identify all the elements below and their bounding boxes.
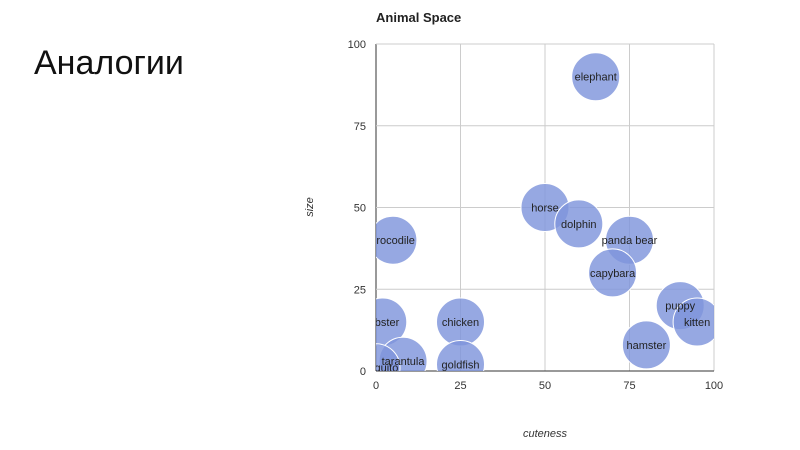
- x-tick-label: 100: [705, 380, 723, 392]
- y-tick-label: 25: [354, 284, 366, 296]
- data-point: [376, 215, 418, 265]
- data-point-label: chicken: [442, 317, 479, 329]
- data-point: [621, 320, 671, 370]
- y-axis-label: size: [304, 197, 316, 217]
- ticks: 0 25 50 75 100 0 25 50 75 100: [348, 39, 724, 392]
- data-point-label: mosquito: [354, 363, 399, 375]
- x-tick-label: 50: [539, 380, 551, 392]
- data-point-label: puppy: [665, 301, 695, 313]
- x-tick-label: 75: [623, 380, 635, 392]
- data-point: [376, 343, 401, 371]
- data-point-label: kitten: [684, 317, 710, 329]
- data-point-label: crocodile: [371, 235, 415, 247]
- data-point-label: horse: [531, 203, 559, 215]
- y-tick-label: 0: [360, 366, 366, 378]
- x-tick-label: 25: [454, 380, 466, 392]
- chart-title: Animal Space: [376, 10, 461, 25]
- data-point: [672, 297, 714, 347]
- data-point: [571, 52, 621, 102]
- slide-title: Аналогии: [34, 44, 184, 82]
- data-point-label: dolphin: [561, 219, 596, 231]
- data-point-label: capybara: [590, 268, 636, 280]
- data-point: [436, 339, 485, 371]
- y-tick-label: 75: [354, 121, 366, 133]
- y-tick-label: 100: [348, 39, 366, 51]
- data-point-label: elephant: [575, 72, 617, 84]
- x-tick-label: 0: [373, 380, 379, 392]
- data-point: [588, 248, 638, 298]
- data-point: [554, 199, 604, 249]
- data-point-label: lobster: [366, 317, 399, 329]
- x-axis-label: cuteness: [523, 428, 568, 440]
- y-tick-label: 50: [354, 203, 366, 215]
- data-point-label: hamster: [627, 340, 667, 352]
- data-point-label: panda bear: [602, 235, 658, 247]
- data-point-label: tarantula: [382, 356, 426, 368]
- data-point-label: goldfish: [442, 359, 480, 371]
